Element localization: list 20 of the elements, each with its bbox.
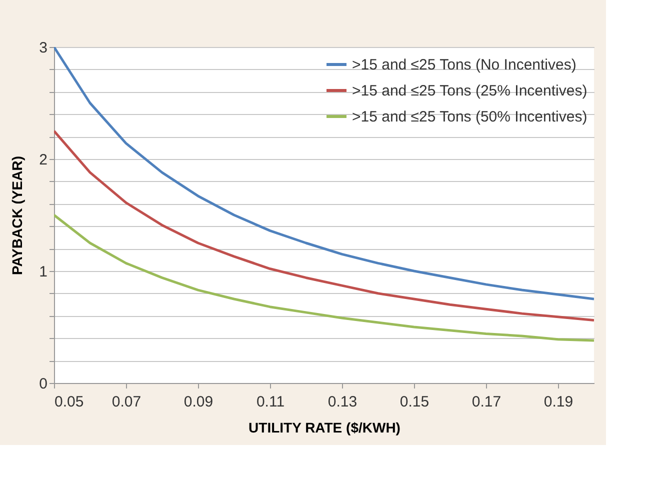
- x-tick-label: 0.09: [184, 394, 214, 410]
- x-axis-title: UTILITY RATE ($/KWH): [248, 420, 400, 436]
- x-tick-label: 0.07: [112, 394, 142, 410]
- line-series: [54, 214, 594, 342]
- x-tick-label: 0.15: [400, 394, 430, 410]
- y-tick-label: 2: [39, 152, 48, 168]
- line-series: [54, 47, 594, 300]
- y-tick-label: 1: [39, 264, 48, 280]
- x-tick-label: 0.11: [256, 394, 285, 410]
- y-axis-title: PAYBACK (YEAR): [9, 156, 26, 276]
- x-tick-label: 0.05: [54, 394, 84, 410]
- legend-label: >15 and ≤25 Tons (25% Incentives): [352, 82, 588, 100]
- y-tick-label: 0: [39, 376, 48, 392]
- y-tick-label: 3: [39, 40, 48, 56]
- x-tick-label: 0.17: [472, 394, 502, 410]
- x-tick-label: 0.13: [328, 394, 358, 410]
- legend-label: >15 and ≤25 Tons (No Incentives): [352, 56, 576, 74]
- legend-label: >15 and ≤25 Tons (50% Incentives): [352, 108, 588, 126]
- x-tick-label: 0.19: [544, 394, 574, 410]
- line-series: [54, 130, 594, 322]
